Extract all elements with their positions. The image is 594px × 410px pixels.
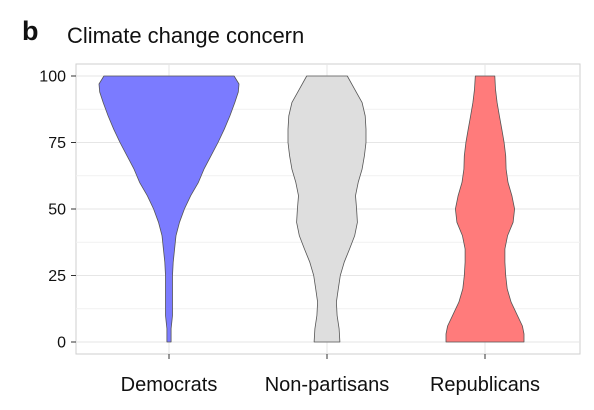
panel-letter: b [22,16,39,46]
y-tick-label-50: 50 [48,202,66,219]
violin-democrats [98,75,240,343]
chart-title: Climate change concern [67,23,305,48]
y-tick-label-25: 25 [48,268,66,285]
y-tick-label-75: 75 [48,135,66,152]
violin-layer [98,75,525,343]
y-tick-label-100: 100 [39,69,66,86]
axis-layer: 0 25 50 75 100 Democrats Non-partisans Republic… [39,69,540,397]
violin-republicans [445,75,525,343]
violin-non-partisans [287,75,367,343]
x-tick-label-non-partisans: Non-partisans [265,374,390,396]
x-tick-label-republicans: Republicans [430,374,540,396]
x-tick-label-democrats: Democrats [121,374,218,396]
y-tick-label-0: 0 [57,335,66,352]
